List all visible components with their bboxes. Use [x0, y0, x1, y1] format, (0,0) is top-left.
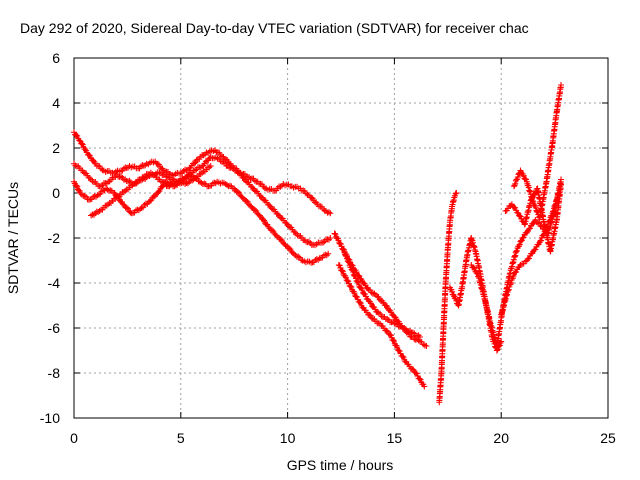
series-layer: [71, 82, 565, 406]
y-axis-label: SDTVAR / TECUs: [5, 182, 21, 294]
series-markers-track-1: [71, 129, 334, 217]
series-track-7: [340, 246, 424, 340]
x-tick-label: 5: [177, 430, 185, 446]
x-tick-label: 15: [387, 430, 403, 446]
y-tick-label: -4: [48, 275, 61, 291]
series-markers-track-10: [468, 176, 565, 349]
series-markers-track-7: [340, 246, 424, 340]
y-tick-label: -8: [48, 365, 61, 381]
chart-title: Day 292 of 2020, Sidereal Day-to-day VTE…: [20, 20, 529, 36]
y-tick-label: 2: [52, 140, 60, 156]
x-tick-label: 0: [70, 430, 78, 446]
series-track-4: [88, 163, 214, 219]
y-tick-label: 4: [52, 95, 60, 111]
y-tick-label: -2: [48, 230, 61, 246]
series-track-1: [71, 129, 334, 217]
series-track-12: [511, 82, 565, 221]
series-markers-track-3: [71, 172, 332, 266]
y-tick-label: -10: [40, 410, 60, 426]
series-track-10: [468, 176, 565, 349]
series-markers-track-6: [335, 262, 428, 390]
y-tick-label: 6: [52, 50, 60, 66]
grid-layer: [74, 58, 608, 418]
series-track-6: [335, 262, 428, 390]
axis-ticks: 0 5 10 15 20 25 -10 -8 -6 -4 -2 0 2 4 6: [40, 50, 616, 446]
series-markers-track-13: [498, 190, 562, 318]
series-track-13: [498, 190, 562, 318]
series-track-8: [436, 190, 460, 406]
series-markers-track-8: [436, 190, 460, 406]
y-tick-label: -6: [48, 320, 61, 336]
series-markers-track-4: [88, 163, 214, 219]
x-axis-label: GPS time / hours: [287, 457, 394, 473]
y-tick-label: 0: [52, 185, 60, 201]
x-tick-label: 25: [600, 430, 616, 446]
x-tick-label: 20: [493, 430, 509, 446]
x-tick-label: 10: [280, 430, 296, 446]
series-markers-track-12: [511, 82, 565, 221]
series-track-3: [71, 172, 332, 266]
